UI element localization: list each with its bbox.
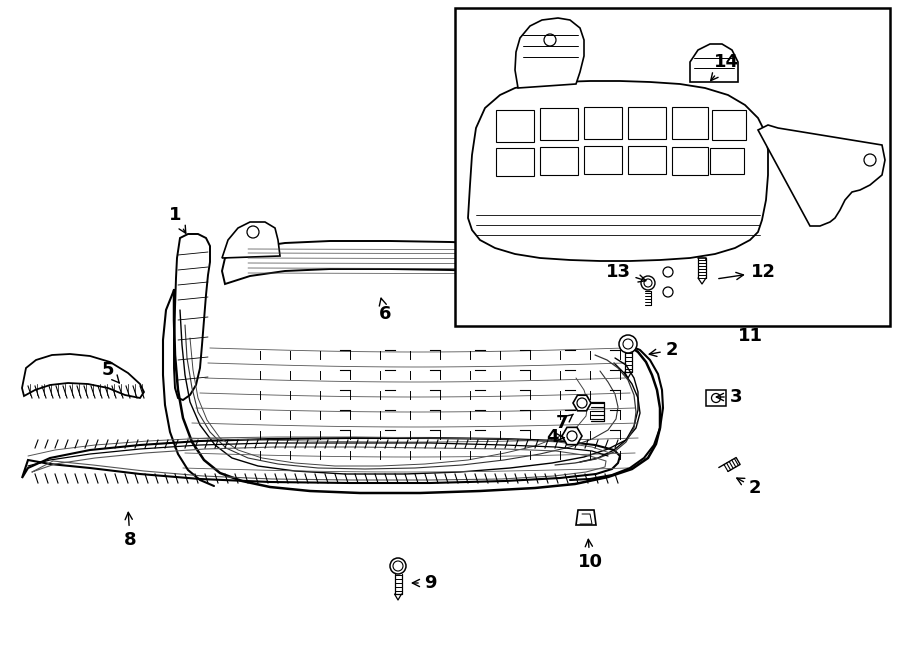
Bar <box>710 148 744 174</box>
Polygon shape <box>468 81 768 261</box>
Bar <box>672 107 708 139</box>
Text: 10: 10 <box>578 539 602 571</box>
Polygon shape <box>690 44 738 82</box>
Text: 14: 14 <box>711 53 739 81</box>
Bar <box>706 390 726 406</box>
Polygon shape <box>562 428 582 445</box>
Polygon shape <box>22 354 144 398</box>
Polygon shape <box>648 250 690 318</box>
Text: 6: 6 <box>379 298 392 323</box>
Text: 2: 2 <box>737 478 761 497</box>
Text: 5: 5 <box>102 361 120 383</box>
Bar <box>540 108 578 140</box>
Bar <box>496 110 534 142</box>
Bar <box>672 147 708 175</box>
Text: 7: 7 <box>556 414 573 432</box>
Polygon shape <box>222 241 652 284</box>
Circle shape <box>641 276 655 290</box>
Text: 12: 12 <box>719 263 776 281</box>
Text: 13: 13 <box>606 263 646 282</box>
Bar <box>584 146 622 174</box>
Text: 4: 4 <box>545 428 564 446</box>
Polygon shape <box>174 234 210 400</box>
Polygon shape <box>515 18 584 88</box>
Circle shape <box>619 335 637 353</box>
Text: 3: 3 <box>716 388 742 406</box>
Bar <box>496 148 534 176</box>
Bar <box>455 8 890 326</box>
Bar <box>712 110 746 140</box>
Text: 2: 2 <box>649 341 679 359</box>
Text: 9: 9 <box>412 574 436 592</box>
Polygon shape <box>758 125 885 226</box>
Bar <box>540 147 578 175</box>
Bar <box>628 107 666 139</box>
Text: 1: 1 <box>169 206 185 233</box>
Bar <box>628 146 666 174</box>
Circle shape <box>390 558 406 574</box>
Polygon shape <box>573 395 591 410</box>
Polygon shape <box>222 222 280 258</box>
Bar <box>584 107 622 139</box>
Text: 8: 8 <box>123 512 136 549</box>
Polygon shape <box>576 510 596 525</box>
Text: 11: 11 <box>737 327 762 345</box>
Polygon shape <box>22 438 620 483</box>
